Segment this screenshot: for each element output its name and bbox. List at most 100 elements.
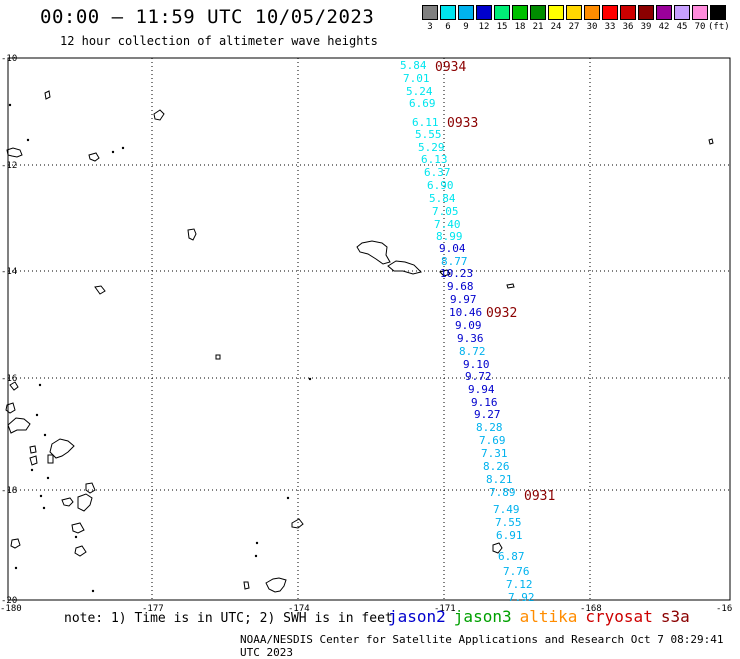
island-x [291, 518, 304, 529]
wave-height-label: 9.72 [465, 370, 492, 383]
legend-label: 36 [622, 22, 634, 32]
wave-height-label: 7.12 [506, 578, 533, 591]
map-subtitle: 12 hour collection of altimeter wave hei… [60, 34, 378, 48]
island-d [88, 152, 100, 162]
lat-tick-label: -16 [1, 374, 17, 384]
legend-label: 33 [604, 22, 616, 32]
islet-dot [254, 554, 258, 558]
wave-height-label: 7.89 [489, 486, 516, 499]
legend-swatch [638, 5, 654, 20]
islet-dot [14, 566, 18, 570]
legend-swatch [476, 5, 492, 20]
island-n [49, 438, 75, 459]
footer-credit: NOAA/NESDIS Center for Satellite Applica… [240, 633, 724, 659]
island-j [708, 138, 714, 145]
lon-tick-label: -180 [0, 604, 22, 614]
islet-dot [308, 377, 312, 381]
islet-dot [46, 476, 50, 480]
legend-swatch [440, 5, 456, 20]
islet-dot [39, 494, 43, 498]
wave-height-label: 9.04 [439, 242, 466, 255]
small-islets [8, 103, 312, 593]
island-s [85, 482, 96, 494]
wave-height-label: 5.29 [418, 141, 445, 154]
legend-label: 18 [514, 22, 526, 32]
wave-height-label: 6.13 [421, 153, 448, 166]
island-i [492, 542, 503, 554]
legend-label: 45 [676, 22, 688, 32]
legend-label: 12 [478, 22, 490, 32]
lon-tick-label: -177 [142, 604, 164, 614]
island-a [187, 228, 197, 241]
island-outlines [5, 90, 714, 593]
legend-swatch [620, 5, 636, 20]
wave-height-label: 6.90 [427, 179, 454, 192]
satellite-label: cryosat [585, 607, 653, 626]
lat-tick-label: -18 [1, 486, 17, 496]
islet-dot [42, 506, 46, 510]
wave-height-label: 7.40 [434, 218, 461, 231]
island-l [5, 402, 16, 414]
legend-unit: (ft) [708, 22, 730, 32]
lat-tick-label: -12 [1, 161, 17, 171]
legend-swatch [494, 5, 510, 20]
wave-height-label: 7.69 [479, 434, 506, 447]
wave-height-label: 7.76 [503, 565, 530, 578]
wave-height-label: 7.49 [493, 503, 520, 516]
wave-height-label: 8.28 [476, 421, 503, 434]
wave-height-label: 9.97 [450, 293, 477, 306]
track-time-label: 0934 [435, 60, 466, 75]
island-c [44, 90, 51, 100]
satellite-legend: jason2 jason3 altika cryosat s3a [388, 607, 698, 626]
wave-height-label: 9.68 [447, 280, 474, 293]
legend-swatch [530, 5, 546, 20]
islet-dot [121, 146, 125, 150]
island-b [153, 109, 165, 121]
islet-dot [43, 433, 47, 437]
legend-label: 21 [532, 22, 544, 32]
legend-swatch [566, 5, 582, 20]
wave-height-label: 5.24 [406, 85, 433, 98]
lon-tick-label: -168 [580, 604, 602, 614]
satellite-label: jason3 [453, 607, 512, 626]
lon-tick-label: -171 [434, 604, 456, 614]
island-t [61, 497, 74, 507]
legend-label: 30 [586, 22, 598, 32]
wave-height-label: 6.11 [412, 116, 439, 129]
wave-height-label: 10.46 [449, 306, 482, 319]
legend-label: 3 [427, 22, 433, 32]
wave-height-label: 7.05 [432, 205, 459, 218]
legend-swatch [692, 5, 708, 20]
wave-height-label: 5.55 [415, 128, 442, 141]
islet-dot [74, 535, 78, 539]
legend-swatch [512, 5, 528, 20]
island-z [243, 581, 250, 590]
islet-dot [255, 541, 259, 545]
wave-height-label: 6.37 [424, 166, 451, 179]
legend-swatch [548, 5, 564, 20]
satellite-label: s3a [660, 607, 690, 626]
island-m [7, 417, 31, 434]
wave-height-label: 8.99 [436, 230, 463, 243]
island-h [506, 283, 515, 289]
island-v [74, 545, 87, 557]
axis-labels: -10 -12 -14 -16 -18 -20-180 -177 -174 -171 -168 -1… [0, 54, 732, 614]
legend-label: 24 [550, 22, 562, 32]
wave-height-label: 10.23 [440, 267, 473, 280]
lat-tick-label: -10 [1, 54, 17, 64]
islet-dot [91, 589, 95, 593]
legend-swatch [422, 5, 438, 20]
legend-swatch [710, 5, 726, 20]
wave-height-label: 5.84 [400, 59, 427, 72]
wave-height-label: 9.94 [468, 383, 495, 396]
wave-height-label: 7.92 [508, 591, 535, 604]
island-savaii [356, 240, 391, 265]
wave-height-label: 6.69 [409, 97, 436, 110]
lon-tick-label: -174 [288, 604, 310, 614]
legend-swatch [674, 5, 690, 20]
satellite-label: jason2 [388, 607, 446, 626]
legend-swatch [458, 5, 474, 20]
islet-dot [38, 383, 42, 387]
legend-label: 6 [445, 22, 451, 32]
